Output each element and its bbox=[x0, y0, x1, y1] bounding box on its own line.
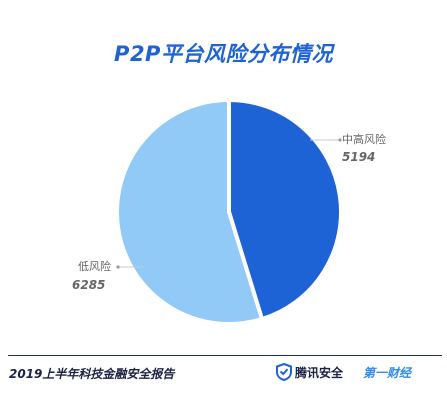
chart-title: P2P平台风险分布情况 bbox=[114, 42, 333, 66]
slice-value: 6285 bbox=[72, 278, 105, 292]
pie-slice-low-risk bbox=[115, 98, 264, 326]
footer-divider bbox=[8, 355, 442, 356]
report-title: 2019上半年科技金融安全报告 bbox=[9, 367, 175, 381]
slice-label: 中高风险 bbox=[342, 132, 386, 146]
shield-icon bbox=[276, 363, 292, 381]
leader-dot bbox=[116, 265, 120, 269]
cbn-label: 第一财经 bbox=[363, 365, 412, 380]
cbn-logo: 第一财经 bbox=[363, 362, 411, 382]
slice-value: 5194 bbox=[342, 150, 375, 164]
slice-label: 低风险 bbox=[78, 259, 111, 273]
pie-slice-mid-high-risk bbox=[227, 98, 343, 322]
tencent-security-logo: 腾讯安全 bbox=[276, 362, 343, 382]
tencent-security-label: 腾讯安全 bbox=[295, 365, 344, 380]
leader-dot bbox=[338, 138, 342, 142]
